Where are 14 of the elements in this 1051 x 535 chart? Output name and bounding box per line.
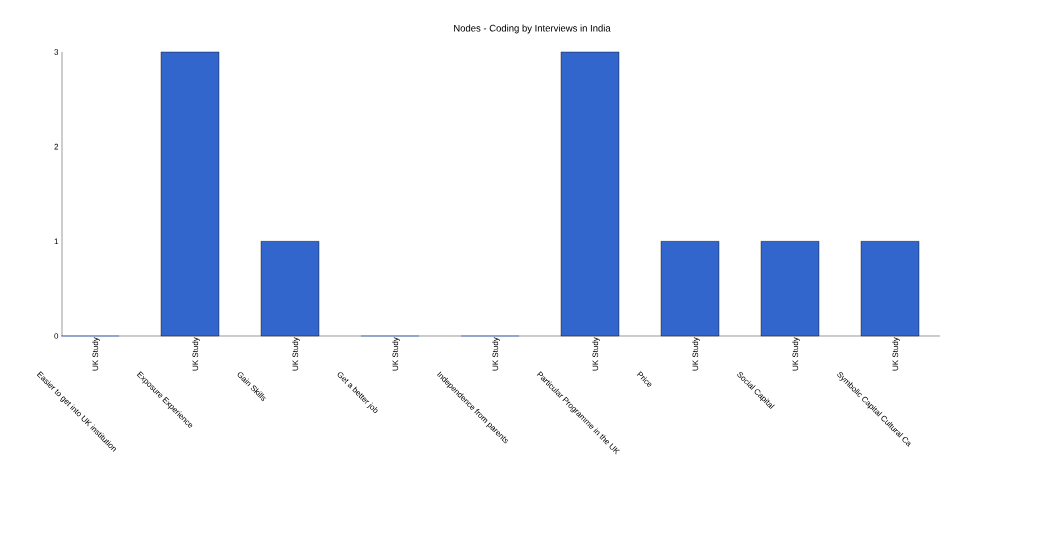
text: UK Study: [392, 337, 400, 371]
y-tick-label: 2: [54, 143, 59, 150]
text: UK Study: [792, 337, 800, 371]
text: UK Study: [92, 337, 100, 371]
text: UK Study: [692, 337, 700, 371]
chart-title: Nodes - Coding by Interviews in India: [454, 24, 611, 34]
text: UK Study: [492, 337, 500, 371]
y-tick-label: 1: [54, 238, 59, 245]
text: UK Study: [292, 337, 300, 371]
text: UK Study: [192, 337, 200, 371]
text: UK Study: [592, 337, 600, 371]
y-tick-label: 0: [54, 333, 59, 339]
text: UK Study: [892, 337, 900, 371]
y-tick-label: 3: [54, 49, 59, 55]
